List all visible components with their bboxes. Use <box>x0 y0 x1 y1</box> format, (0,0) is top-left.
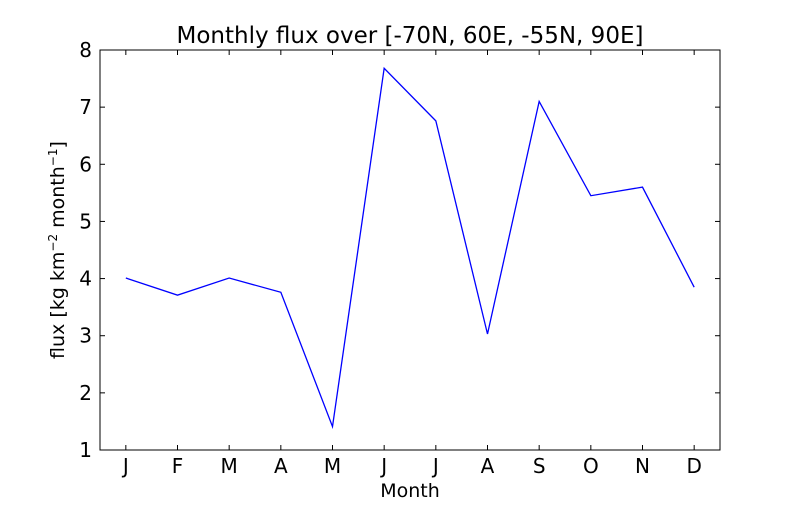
series-line <box>125 66 695 430</box>
x-tick-label-1: J <box>121 454 129 478</box>
data-point-7 <box>434 119 438 123</box>
y-tick-label-6: 6 <box>79 152 92 176</box>
x-tick-label-4: A <box>274 454 288 478</box>
x-tick-label-9: S <box>533 454 546 478</box>
x-tick-label-10: O <box>583 454 599 478</box>
data-point-8 <box>486 332 490 336</box>
y-tick-label-3: 3 <box>79 324 92 348</box>
y-tick-label-2: 2 <box>79 381 92 405</box>
y-tick-label-7: 7 <box>79 95 92 119</box>
data-point-11 <box>641 185 645 189</box>
chart-title: Monthly flux over [-70N, 60E, -55N, 90E] <box>177 23 644 49</box>
x-tick-label-2: F <box>172 454 184 478</box>
x-tick-label-3: M <box>221 454 238 478</box>
data-point-4 <box>279 290 283 294</box>
x-tick-label-12: D <box>686 454 701 478</box>
y-tick-label-5: 5 <box>79 209 92 233</box>
y-axis-label-mid: month <box>47 166 69 234</box>
x-tick-label-6: J <box>379 454 387 478</box>
data-point-12 <box>692 285 696 289</box>
y-axis-label-sup2: −1 <box>46 148 60 166</box>
y-tick-label-4: 4 <box>79 267 92 291</box>
x-tick-label-8: A <box>481 454 495 478</box>
axes-layer: 1 2 3 4 5 6 7 8 J F M A M J J A S O N D <box>79 38 721 478</box>
x-axis-label: Month <box>380 480 440 500</box>
y-axis-label-base: flux [kg km <box>47 252 69 359</box>
data-point-10 <box>589 194 593 198</box>
y-axis-label-sup1: −2 <box>46 234 60 252</box>
y-axis-label: flux [kg km−2 month−1] <box>46 141 69 359</box>
x-tick-label-11: N <box>635 454 650 478</box>
x-tick-label-5: M <box>324 454 341 478</box>
data-point-5 <box>331 425 335 429</box>
data-point-1 <box>124 276 128 280</box>
y-tick-label-8: 8 <box>79 38 92 62</box>
data-point-3 <box>227 276 231 280</box>
y-axis-label-end: ] <box>47 141 69 148</box>
data-point-2 <box>176 293 180 297</box>
y-tick-label-1: 1 <box>79 438 92 462</box>
x-tick-label-7: J <box>431 454 439 478</box>
plot-frame <box>99 49 721 451</box>
data-point-6 <box>382 66 386 70</box>
data-point-9 <box>537 99 541 103</box>
